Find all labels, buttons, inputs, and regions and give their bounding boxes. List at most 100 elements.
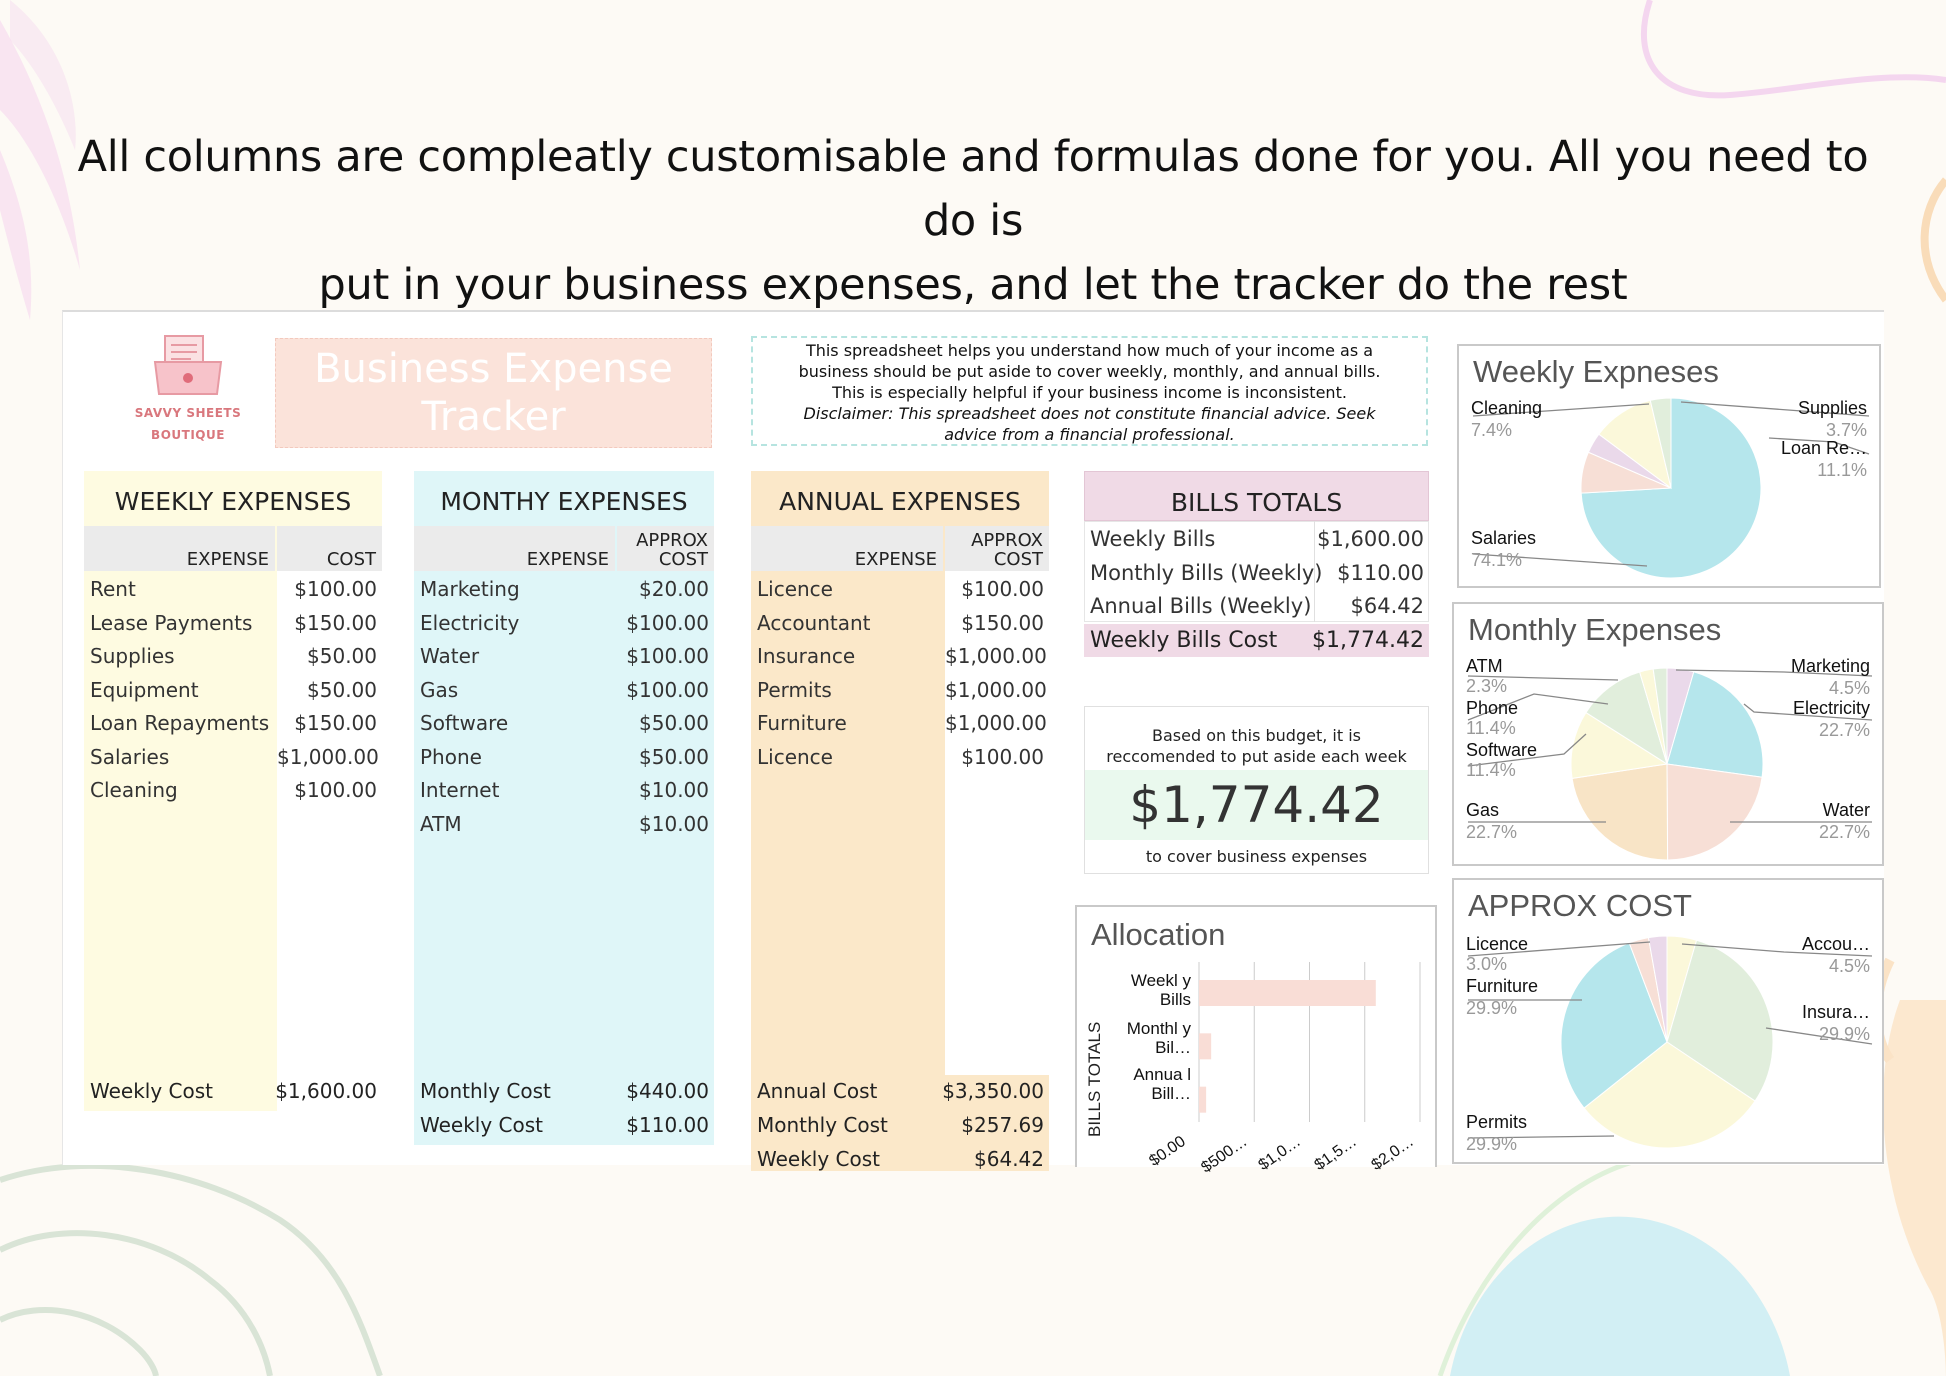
- leader-line: [1680, 401, 1870, 417]
- bills-values: $1,600.00 $110.00 $64.42: [1314, 523, 1429, 624]
- info-line-1: This spreadsheet helps you understand ho…: [805, 341, 1374, 360]
- monthly-row-cost[interactable]: $100.00: [626, 644, 709, 668]
- approx-cost-pie-chart[interactable]: APPROX COST Licence 3.0% Furniture 29.9%…: [1452, 878, 1884, 1164]
- annual-row-name[interactable]: Insurance: [757, 644, 856, 668]
- annual-monthly-value[interactable]: $257.69: [961, 1113, 1044, 1137]
- pie-slice[interactable]: [1571, 763, 1669, 861]
- pie-label: Gas: [1466, 800, 1500, 820]
- pie-slice[interactable]: [1585, 671, 1668, 766]
- budget-recommendation: Based on this budget, it is reccomended …: [1084, 706, 1429, 874]
- annual-row-cost[interactable]: $1,000.00: [945, 711, 1047, 735]
- monthly-row-cost[interactable]: $100.00: [626, 677, 709, 702]
- pie-slice[interactable]: [1666, 763, 1763, 861]
- weekly-row-cost[interactable]: $150.00: [294, 610, 377, 635]
- bills-row-name[interactable]: Weekly Bills: [1090, 527, 1216, 551]
- approx-cost-pie-title: APPROX COST: [1468, 888, 1692, 923]
- monthly-names: Marketing Electricity Water Gas Software…: [414, 573, 617, 841]
- monthly-row-name[interactable]: Water: [420, 644, 480, 668]
- info-line-2: business should be put aside to cover we…: [798, 362, 1381, 381]
- bills-row-value[interactable]: $64.42: [1350, 594, 1424, 618]
- weekly-pie-chart[interactable]: Weekly Expneses Cleaning 7.4% Supplies 3…: [1457, 344, 1881, 588]
- pie-slice[interactable]: [1666, 939, 1774, 1102]
- annual-row-cost[interactable]: $1,000.00: [945, 677, 1047, 702]
- pie-slice[interactable]: [1570, 711, 1669, 779]
- weekly-row-cost[interactable]: $150.00: [294, 711, 377, 735]
- bills-total-value[interactable]: $1,774.42: [1312, 628, 1424, 653]
- weekly-row-name[interactable]: Rent: [90, 577, 136, 601]
- monthly-row-name[interactable]: Electricity: [420, 610, 520, 635]
- bar[interactable]: [1199, 1033, 1212, 1060]
- pie-pct: 29.9%: [1466, 998, 1518, 1018]
- weekly-row-cost[interactable]: $100.00: [294, 577, 377, 601]
- weekly-row-cost[interactable]: $50.00: [307, 644, 377, 668]
- annual-row-name[interactable]: Permits: [757, 677, 832, 702]
- bar[interactable]: [1199, 980, 1376, 1006]
- monthly-row-name[interactable]: Gas: [420, 677, 459, 702]
- weekly-row-cost[interactable]: $100.00: [294, 778, 377, 802]
- weekly-row-name[interactable]: Salaries: [90, 744, 170, 769]
- weekly-row-name[interactable]: Equipment: [90, 677, 199, 702]
- pie-slice[interactable]: [1560, 942, 1668, 1109]
- annual-row-cost[interactable]: $100.00: [961, 577, 1044, 601]
- monthly-expense-header[interactable]: EXPENSE: [414, 526, 615, 571]
- monthly-row-cost[interactable]: $50.00: [639, 744, 709, 769]
- annual-expense-header[interactable]: EXPENSE: [751, 526, 943, 571]
- bills-total-label: Weekly Bills Cost: [1090, 628, 1278, 653]
- disclaimer-line-2: advice from a financial professional.: [944, 425, 1235, 444]
- bills-row-value[interactable]: $110.00: [1337, 560, 1424, 585]
- pie-slice[interactable]: [1666, 671, 1764, 778]
- weekly-cost-header[interactable]: COST: [277, 526, 382, 571]
- weekly-row-cost[interactable]: $50.00: [307, 677, 377, 702]
- budget-amount[interactable]: $1,774.42: [1085, 770, 1428, 840]
- annual-cost-header[interactable]: APPROX COST: [945, 526, 1049, 571]
- weekly-pie-slices: [1472, 397, 1870, 579]
- monthly-row-name[interactable]: Internet: [420, 778, 500, 802]
- monthly-cost-header[interactable]: APPROX COST: [617, 526, 714, 571]
- pie-slice[interactable]: [1647, 935, 1668, 1043]
- annual-weekly-value[interactable]: $64.42: [974, 1147, 1044, 1171]
- pie-label: Supplies: [1797, 398, 1867, 418]
- monthly-weekly-value[interactable]: $110.00: [626, 1113, 709, 1137]
- info-box: This spreadsheet helps you understand ho…: [751, 336, 1428, 446]
- pie-slice[interactable]: [1652, 667, 1668, 765]
- monthly-row-cost[interactable]: $20.00: [639, 577, 709, 601]
- annual-row-name[interactable]: Licence: [757, 744, 833, 769]
- monthly-row-cost[interactable]: $10.00: [639, 778, 709, 802]
- monthly-total-value[interactable]: $440.00: [626, 1079, 709, 1103]
- pie-label: Electricity: [1792, 698, 1870, 718]
- annual-row-cost[interactable]: $100.00: [961, 744, 1044, 769]
- weekly-row-name[interactable]: Supplies: [90, 644, 175, 668]
- weekly-row-name[interactable]: Cleaning: [90, 778, 178, 802]
- monthly-pie-slices: [1467, 667, 1873, 861]
- monthly-row-name[interactable]: Phone: [420, 744, 482, 769]
- pie-label: Salaries: [1471, 528, 1537, 548]
- weekly-pie-title: Weekly Expneses: [1473, 354, 1719, 389]
- annual-row-name[interactable]: Furniture: [757, 711, 847, 735]
- monthly-row-cost[interactable]: $10.00: [639, 811, 709, 836]
- weekly-row-name[interactable]: Lease Payments: [90, 610, 253, 635]
- bills-row-name[interactable]: Monthly Bills (Weekly): [1090, 560, 1323, 585]
- pie-slice[interactable]: [1583, 1041, 1756, 1149]
- monthly-row-name[interactable]: Software: [420, 711, 509, 735]
- monthly-row-cost[interactable]: $100.00: [626, 610, 709, 635]
- weekly-expense-header[interactable]: EXPENSE: [84, 526, 275, 571]
- bar[interactable]: [1199, 1086, 1207, 1113]
- annual-row-cost[interactable]: $150.00: [961, 610, 1044, 635]
- monthly-row-cost[interactable]: $50.00: [639, 711, 709, 735]
- monthly-row-name[interactable]: ATM: [420, 811, 462, 836]
- allocation-chart[interactable]: Allocation BILLS TOTALS Weekl y Bills Mo…: [1075, 905, 1437, 1177]
- annual-row-name[interactable]: Licence: [757, 577, 833, 601]
- monthly-pie-chart[interactable]: Monthly Expenses ATM 2.3% Phone 11.4% So…: [1452, 602, 1884, 866]
- monthly-row-name[interactable]: Marketing: [420, 577, 520, 601]
- annual-total-value[interactable]: $3,350.00: [942, 1079, 1044, 1103]
- annual-row-name[interactable]: Accountant: [757, 610, 871, 635]
- weekly-total-value[interactable]: $1,600.00: [275, 1079, 377, 1103]
- bills-total-row: Weekly Bills Cost $1,774.42: [1084, 624, 1429, 657]
- weekly-row-name[interactable]: Loan Repayments: [90, 711, 270, 735]
- bills-row-value[interactable]: $1,600.00: [1317, 527, 1424, 551]
- pie-slice[interactable]: [1649, 397, 1672, 489]
- weekly-row-cost[interactable]: $1,000.00: [277, 744, 379, 769]
- leader-line: [1765, 1027, 1873, 1045]
- annual-row-cost[interactable]: $1,000.00: [945, 644, 1047, 668]
- bills-row-name[interactable]: Annual Bills (Weekly): [1090, 594, 1312, 618]
